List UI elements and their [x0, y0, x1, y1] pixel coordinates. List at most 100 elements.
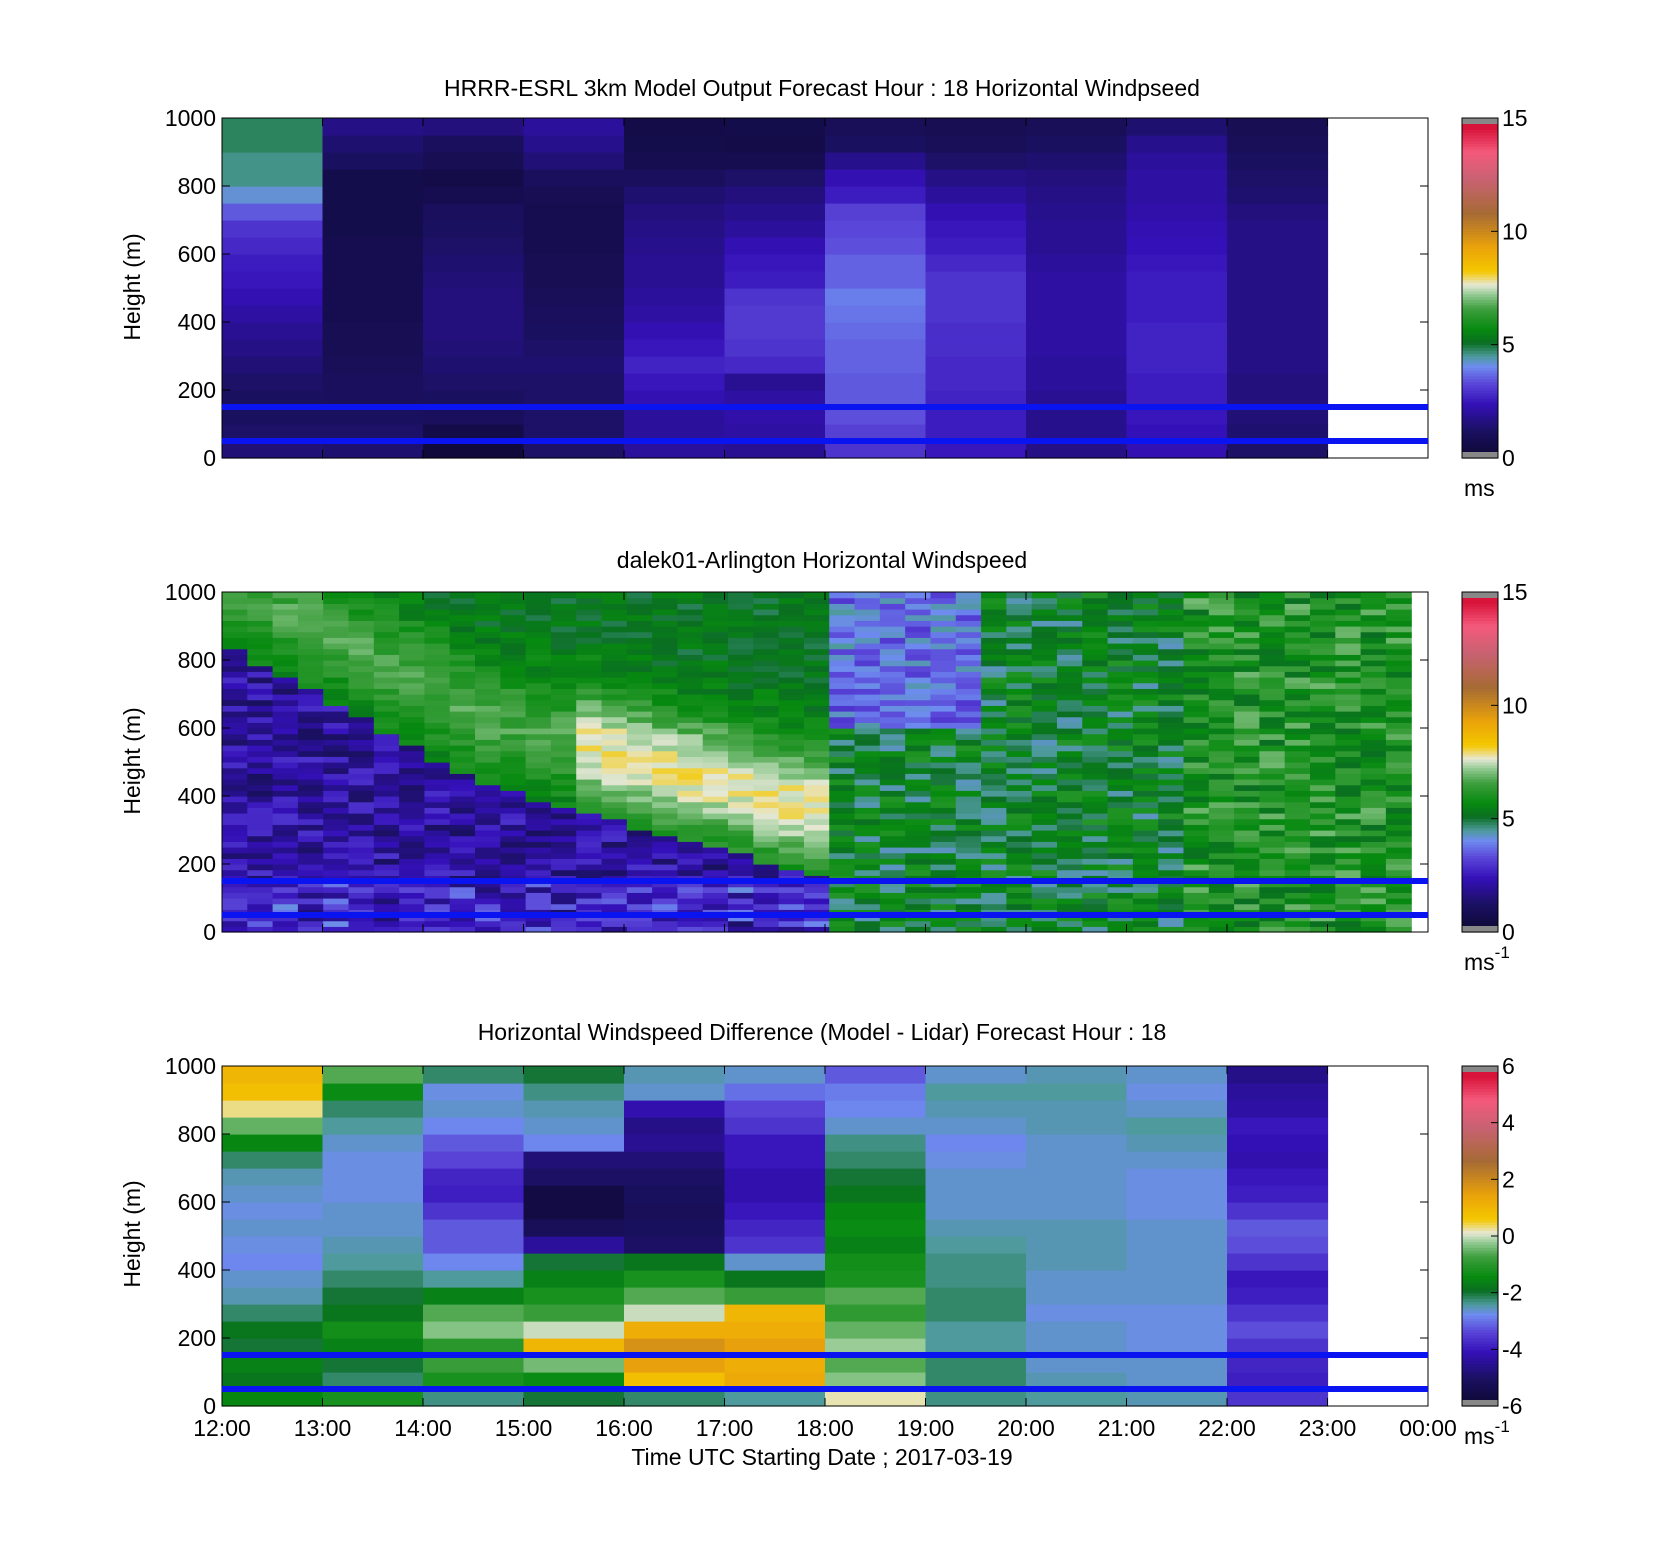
- heatmap-cell: [601, 790, 628, 797]
- heatmap-cell: [1056, 892, 1083, 899]
- heatmap-cell: [829, 790, 856, 797]
- colorbar-segment: [1462, 696, 1498, 701]
- heatmap-cell: [1259, 818, 1286, 825]
- heatmap-cell: [576, 886, 603, 893]
- heatmap-cell: [1082, 762, 1109, 769]
- heatmap-cell: [626, 824, 653, 831]
- heatmap-cell: [1227, 1151, 1329, 1169]
- heatmap-cell: [399, 671, 426, 678]
- colorbar-segment: [1462, 818, 1498, 823]
- heatmap-cell: [879, 739, 906, 746]
- heatmap-cell: [222, 886, 248, 893]
- heatmap-cell: [323, 898, 350, 905]
- colorbar-tick-label: 0: [1502, 445, 1515, 471]
- heatmap-cell: [1234, 728, 1260, 735]
- heatmap-cell: [1385, 818, 1412, 825]
- heatmap-cell: [930, 699, 957, 706]
- heatmap-cell: [272, 654, 299, 661]
- heatmap-cell: [677, 813, 704, 820]
- heatmap-cell: [1310, 852, 1336, 859]
- heatmap-cell: [1183, 694, 1210, 701]
- heatmap-cell: [222, 903, 248, 910]
- heatmap-cell: [724, 424, 826, 442]
- heatmap-cell: [222, 1202, 324, 1220]
- heatmap-cell: [879, 756, 906, 763]
- heatmap-cell: [1056, 728, 1083, 735]
- heatmap-cell: [829, 660, 856, 667]
- heatmap-cell: [222, 339, 324, 357]
- heatmap-cell: [601, 739, 628, 746]
- heatmap-cell: [323, 716, 350, 723]
- heatmap-cell: [247, 869, 274, 876]
- heatmap-cell: [523, 220, 625, 238]
- heatmap-cell: [1183, 671, 1210, 678]
- heatmap-cell: [879, 847, 906, 854]
- heatmap-cell: [1107, 637, 1134, 644]
- heatmap-cell: [829, 824, 856, 831]
- heatmap-cell: [1006, 716, 1033, 723]
- heatmap-cell: [323, 671, 350, 678]
- heatmap-cell: [1360, 767, 1387, 774]
- heatmap-cell: [1056, 688, 1083, 695]
- heatmap-cell: [576, 677, 603, 684]
- heatmap-cell: [475, 733, 501, 740]
- heatmap-cell: [323, 705, 350, 712]
- heatmap-cell: [803, 733, 830, 740]
- heatmap-cell: [424, 886, 451, 893]
- heatmap-cell: [803, 677, 830, 684]
- heatmap-cell: [930, 739, 957, 746]
- heatmap-cell: [322, 1134, 424, 1152]
- heatmap-cell: [449, 739, 476, 746]
- heatmap-cell: [523, 424, 625, 442]
- heatmap-cell: [1208, 716, 1235, 723]
- heatmap-cell: [272, 699, 299, 706]
- heatmap-cell: [1132, 745, 1159, 752]
- colorbar-segment: [1462, 1391, 1498, 1396]
- heatmap-cell: [1132, 643, 1159, 650]
- heatmap-cell: [523, 407, 625, 425]
- colorbar-segment: [1462, 208, 1498, 213]
- heatmap-cell: [879, 796, 906, 803]
- heatmap-cell: [1360, 920, 1387, 927]
- heatmap-cell: [925, 1134, 1027, 1152]
- heatmap-cell: [1158, 926, 1185, 933]
- colorbar-segment: [1462, 1071, 1498, 1076]
- heatmap-cell: [322, 254, 424, 272]
- heatmap-cell: [424, 852, 451, 859]
- heatmap-cell: [1227, 169, 1329, 187]
- heatmap-cell: [1056, 626, 1083, 633]
- heatmap-cell: [272, 637, 299, 644]
- heatmap-cell: [475, 620, 501, 627]
- heatmap-cell: [652, 614, 679, 621]
- heatmap-cell: [1227, 390, 1329, 408]
- heatmap-cell: [576, 784, 603, 791]
- heatmap-cell: [1234, 852, 1260, 859]
- colorbar-segment: [1462, 742, 1498, 746]
- heatmap-cell: [576, 733, 603, 740]
- heatmap-cell: [1335, 671, 1362, 678]
- heatmap-cell: [955, 688, 982, 695]
- colorbar-segment: [1462, 688, 1498, 692]
- heatmap-cell: [626, 915, 653, 922]
- heatmap-cell: [222, 864, 248, 871]
- heatmap-cell: [1259, 801, 1286, 808]
- heatmap-cell: [753, 739, 780, 746]
- colorbar-segment: [1462, 279, 1498, 283]
- heatmap-cell: [1284, 716, 1311, 723]
- heatmap-cell: [272, 903, 299, 910]
- heatmap-cell: [1310, 603, 1336, 610]
- heatmap-cell: [981, 773, 1007, 780]
- heatmap-cell: [1284, 631, 1311, 638]
- heatmap-cell: [624, 288, 726, 306]
- heatmap-cell: [1234, 739, 1260, 746]
- colorbar-segment: [1462, 1190, 1498, 1195]
- heatmap-cell: [829, 643, 856, 650]
- heatmap-cell: [1031, 784, 1058, 791]
- heatmap-cell: [1284, 665, 1311, 672]
- heatmap-cell: [702, 807, 729, 814]
- colorbar-overflow-cap: [1462, 592, 1498, 598]
- heatmap-cell: [576, 626, 603, 633]
- heatmap-cell: [724, 1338, 826, 1356]
- heatmap-cell: [1234, 688, 1260, 695]
- heatmap-cell: [348, 756, 375, 763]
